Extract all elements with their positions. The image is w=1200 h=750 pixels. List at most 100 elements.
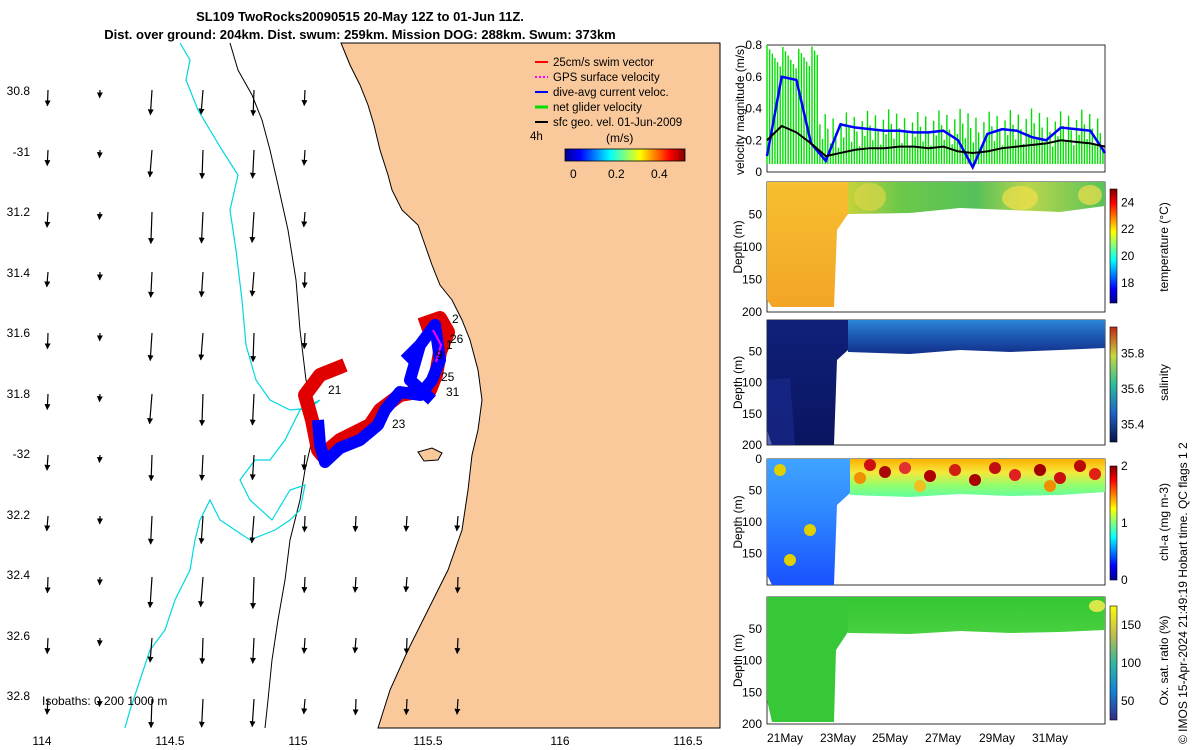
depth-axis-label: Depth (m) bbox=[731, 356, 745, 409]
current-arrow bbox=[301, 576, 308, 594]
map-y-tick: 32.2 bbox=[7, 508, 31, 522]
current-arrow bbox=[44, 211, 51, 228]
current-arrow bbox=[454, 637, 461, 655]
island bbox=[417, 447, 443, 462]
chla-panel bbox=[766, 458, 1106, 586]
date-tick: 21May bbox=[767, 731, 803, 745]
current-arrow bbox=[147, 637, 154, 663]
oxygen-panel bbox=[766, 596, 1106, 725]
current-arrow bbox=[403, 637, 410, 655]
depth-tick: 150 bbox=[742, 547, 762, 561]
current-arrow bbox=[454, 515, 461, 532]
current-arrow bbox=[147, 149, 154, 178]
salinity-shelf-section bbox=[848, 320, 1105, 354]
salinity-panel bbox=[766, 319, 1106, 446]
current-arrow bbox=[147, 515, 154, 545]
temperature-patch bbox=[1002, 186, 1038, 210]
colorbar-tick: 50 bbox=[1121, 694, 1135, 708]
current-arrow bbox=[403, 576, 410, 593]
depth-tick: 150 bbox=[742, 685, 762, 699]
legend-entry: sfc geo. vel. 01-Jun-2009 bbox=[553, 117, 682, 129]
current-arrow bbox=[198, 698, 205, 728]
chla-hotspot bbox=[1044, 480, 1056, 492]
colorbar-tick: 2 bbox=[1121, 459, 1128, 473]
date-tick: 29May bbox=[979, 731, 1015, 745]
velocity-y-tick: 0.6 bbox=[745, 70, 762, 84]
date-tick: 27May bbox=[925, 731, 961, 745]
current-arrow bbox=[148, 211, 155, 245]
current-arrow bbox=[148, 454, 155, 482]
colorbar-tick: 0 bbox=[570, 167, 577, 181]
legend-entry: GPS surface velocity bbox=[553, 72, 660, 84]
depth-tick: 150 bbox=[742, 273, 762, 287]
depth-tick: 100 bbox=[742, 515, 762, 529]
current-arrow bbox=[96, 698, 103, 708]
colorbar-label: (m/s) bbox=[606, 131, 633, 145]
depth-tick: 150 bbox=[742, 407, 762, 421]
chla-hotspot bbox=[774, 464, 786, 476]
velocity-y-tick: 0 bbox=[755, 165, 762, 179]
depth-tick: 100 bbox=[742, 240, 762, 254]
current-arrow bbox=[199, 393, 206, 427]
current-arrow bbox=[250, 576, 257, 610]
chla-hotspot bbox=[989, 462, 1001, 474]
velocity-y-tick: 0.4 bbox=[745, 102, 762, 116]
colorbar-tick: 1 bbox=[1121, 516, 1128, 530]
current-arrow bbox=[249, 271, 256, 297]
day-label: 26 bbox=[450, 332, 464, 346]
oxygen-deep-section bbox=[767, 597, 848, 722]
current-arrow bbox=[249, 454, 256, 481]
current-arrow bbox=[44, 393, 51, 411]
current-arrow bbox=[198, 515, 205, 545]
current-arrow bbox=[301, 211, 308, 228]
map-x-tick: 114 bbox=[32, 734, 51, 748]
map-x-tick: 115.5 bbox=[413, 734, 442, 748]
current-arrow bbox=[198, 271, 205, 298]
current-arrow bbox=[352, 515, 359, 533]
chla-hotspot bbox=[899, 462, 911, 474]
depth-axis-label: Depth (m) bbox=[731, 495, 745, 548]
current-arrow bbox=[198, 89, 205, 115]
chla-hotspot bbox=[924, 470, 936, 482]
chla-hotspot bbox=[1054, 472, 1066, 484]
map-axis-ticks: 114 114.5 115 115.5 116 116.5 30.8 -31 31.2 31.4 3… bbox=[7, 84, 703, 748]
current-arrow bbox=[147, 89, 154, 116]
current-arrow bbox=[148, 271, 155, 298]
depth-tick: 50 bbox=[749, 484, 763, 498]
day-label: 21 bbox=[328, 383, 342, 397]
current-arrow bbox=[199, 149, 206, 180]
dive-avg-current-band bbox=[312, 319, 446, 468]
current-arrow bbox=[301, 637, 308, 654]
current-arrow bbox=[249, 698, 256, 728]
current-arrow bbox=[199, 454, 206, 481]
oxygen-patch bbox=[1089, 600, 1105, 612]
temperature-colorbar bbox=[1109, 188, 1118, 304]
isobath-1000m bbox=[124, 42, 321, 729]
chla-hotspot bbox=[1089, 468, 1101, 480]
current-arrow bbox=[44, 332, 51, 350]
colorbar-tick: 18 bbox=[1121, 276, 1135, 290]
day-label: 1 bbox=[446, 338, 453, 352]
velocity-y-ticks: 0 0.2 0.4 0.6 0.8 bbox=[745, 38, 762, 179]
date-tick: 31May bbox=[1032, 731, 1068, 745]
current-arrow bbox=[148, 698, 155, 729]
map-title-line-1: SL109 TwoRocks20090515 20-May 12Z to 01-… bbox=[196, 9, 524, 24]
colorbar-tick: 24 bbox=[1121, 195, 1135, 209]
current-arrow bbox=[147, 393, 154, 425]
current-arrow bbox=[301, 332, 308, 350]
current-arrow bbox=[96, 211, 103, 221]
map-legend: 25cm/s swim vector GPS surface velocity … bbox=[530, 57, 682, 143]
oxygen-shelf-section bbox=[848, 597, 1105, 634]
map-y-tick: 31.8 bbox=[7, 387, 31, 401]
salinity-fresh-lens bbox=[767, 378, 795, 445]
depth-tick: 200 bbox=[742, 438, 762, 452]
colorbar-tick: 0.4 bbox=[651, 167, 668, 181]
legend-entry: 25cm/s swim vector bbox=[553, 57, 654, 69]
current-arrow bbox=[454, 698, 461, 715]
current-arrow bbox=[403, 698, 410, 716]
depth-tick: 200 bbox=[742, 305, 762, 319]
colorbar-gradient bbox=[564, 148, 686, 162]
velocity-y-tick: 0.2 bbox=[745, 133, 762, 147]
legend-entry: dive-avg current veloc. bbox=[553, 87, 669, 99]
